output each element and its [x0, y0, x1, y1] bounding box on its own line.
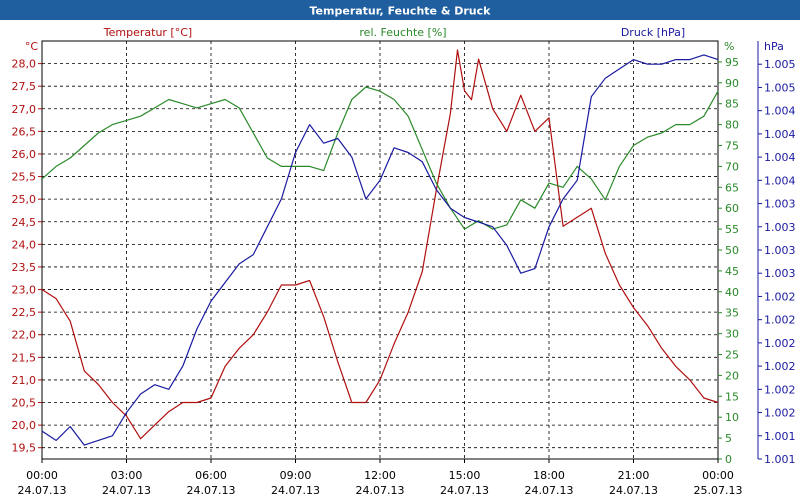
pressure-tick-label: 1.004 [764, 174, 796, 187]
humidity-unit: % [724, 40, 734, 53]
chart-title: Temperatur, Feuchte & Druck [310, 5, 492, 18]
x-tick-label-date: 24.07.13 [356, 484, 405, 497]
humidity-tick-label: 15 [725, 390, 739, 403]
x-tick-label-date: 24.07.13 [18, 484, 67, 497]
pressure-tick-label: 1.001 [764, 453, 796, 466]
x-tick-label-date: 25.07.13 [694, 484, 743, 497]
humidity-tick-label: 25 [725, 349, 739, 362]
x-tick-label-date: 24.07.13 [525, 484, 574, 497]
humidity-axis-label: rel. Feuchte [%] [359, 26, 446, 39]
pressure-tick-label: 1.002 [764, 337, 796, 350]
x-tick-label-time: 06:00 [195, 469, 227, 482]
humidity-tick-label: 10 [725, 411, 739, 424]
temperature-tick-label: 26,0 [12, 148, 37, 161]
pressure-tick-label: 1.005 [764, 58, 796, 71]
temperature-tick-label: 23,0 [12, 284, 37, 297]
humidity-tick-label: 55 [725, 223, 739, 236]
temperature-tick-label: 25,5 [12, 171, 37, 184]
x-tick-label-time: 00:00 [26, 469, 58, 482]
humidity-tick-label: 80 [725, 119, 739, 132]
x-tick-label-time: 18:00 [533, 469, 565, 482]
pressure-tick-label: 1.005 [764, 81, 796, 94]
x-tick-label-date: 24.07.13 [271, 484, 320, 497]
temperature-tick-label: 25,0 [12, 193, 37, 206]
humidity-tick-label: 30 [725, 328, 739, 341]
plot-area [41, 49, 719, 446]
temperature-unit: °C [25, 40, 39, 53]
humidity-tick-label: 0 [725, 453, 732, 466]
temperature-tick-label: 19,5 [12, 442, 37, 455]
humidity-tick-label: 85 [725, 98, 739, 111]
humidity-tick-label: 65 [725, 181, 739, 194]
x-tick-label-time: 03:00 [111, 469, 143, 482]
humidity-tick-label: 95 [725, 56, 739, 69]
pressure-tick-label: 1.003 [764, 244, 796, 257]
pressure-unit: hPa [764, 40, 784, 53]
x-tick-label-time: 21:00 [618, 469, 650, 482]
x-tick-label-date: 24.07.13 [187, 484, 236, 497]
temperature-tick-label: 21,5 [12, 351, 37, 364]
humidity-tick-label: 40 [725, 286, 739, 299]
temperature-tick-label: 26,5 [12, 125, 37, 138]
pressure-tick-label: 1.003 [764, 267, 796, 280]
axis-ticks: 19,5 20,0 20,5 21,0 21,5 22,0 22,5 23,0 23,5 24,0… [12, 41, 796, 497]
pressure-series-line [41, 54, 719, 446]
x-tick-label-date: 24.07.13 [102, 484, 151, 497]
x-tick-label-date: 24.07.13 [609, 484, 658, 497]
pressure-tick-label: 1.001 [764, 430, 796, 443]
humidity-tick-label: 50 [725, 244, 739, 257]
temperature-axis-label: Temperatur [°C] [103, 26, 192, 39]
temperature-tick-label: 21,0 [12, 374, 37, 387]
temperature-series-line [41, 49, 719, 440]
pressure-tick-label: 1.002 [764, 407, 796, 420]
pressure-tick-label: 1.004 [764, 105, 796, 118]
humidity-tick-label: 20 [725, 369, 739, 382]
humidity-tick-label: 90 [725, 77, 739, 90]
x-tick-label-time: 12:00 [364, 469, 396, 482]
temperature-tick-label: 27,5 [12, 80, 37, 93]
humidity-tick-label: 45 [725, 265, 739, 278]
pressure-tick-label: 1.004 [764, 151, 796, 164]
temperature-tick-label: 22,0 [12, 329, 37, 342]
humidity-tick-label: 5 [725, 432, 732, 445]
pressure-tick-label: 1.003 [764, 198, 796, 211]
temperature-tick-label: 22,5 [12, 306, 37, 319]
pressure-axis-label: Druck [hPa] [621, 26, 685, 39]
x-tick-label-time: 09:00 [280, 469, 312, 482]
temperature-tick-label: 27,0 [12, 103, 37, 116]
humidity-tick-label: 70 [725, 160, 739, 173]
humidity-tick-label: 35 [725, 307, 739, 320]
temperature-tick-label: 20,0 [12, 419, 37, 432]
humidity-tick-label: 75 [725, 140, 739, 153]
pressure-tick-label: 1.004 [764, 128, 796, 141]
humidity-tick-label: 60 [725, 202, 739, 215]
temperature-tick-label: 20,5 [12, 397, 37, 410]
x-tick-label-time: 15:00 [449, 469, 481, 482]
x-tick-label-date: 24.07.13 [440, 484, 489, 497]
humidity-series-line [41, 86, 719, 230]
title-bar [0, 0, 800, 20]
pressure-tick-label: 1.002 [764, 314, 796, 327]
temperature-tick-label: 24,5 [12, 216, 37, 229]
temperature-tick-label: 28,0 [12, 58, 37, 71]
pressure-tick-label: 1.003 [764, 221, 796, 234]
temperature-tick-label: 24,0 [12, 238, 37, 251]
pressure-tick-label: 1.002 [764, 360, 796, 373]
pressure-tick-label: 1.002 [764, 290, 796, 303]
x-tick-label-time: 00:00 [702, 469, 734, 482]
pressure-tick-label: 1.002 [764, 383, 796, 396]
temperature-tick-label: 23,5 [12, 261, 37, 274]
